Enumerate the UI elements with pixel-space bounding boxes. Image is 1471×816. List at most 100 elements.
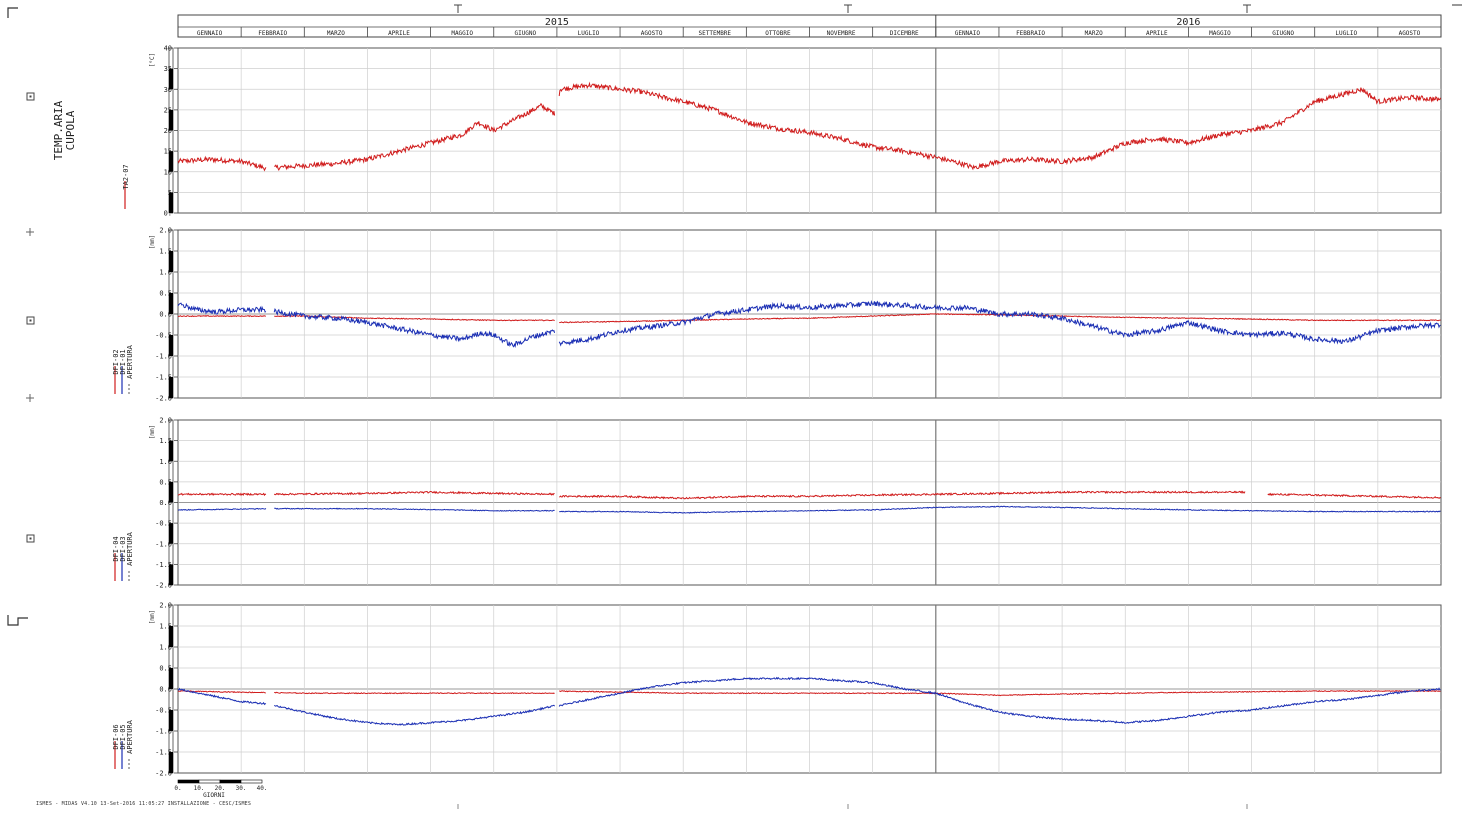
legend-label-apertura: APERTURA bbox=[126, 719, 134, 754]
month-label-maggio: MAGGIO bbox=[1209, 30, 1231, 37]
legend-label-dfi-02: DFI-02 bbox=[112, 349, 120, 374]
series-dfi-04 bbox=[177, 490, 1441, 500]
year-label-2016: 2016 bbox=[1176, 17, 1200, 28]
y-tick-label: 0.0 bbox=[159, 499, 172, 507]
series-dfi-01 bbox=[177, 300, 1441, 348]
month-label-marzo: MARZO bbox=[327, 30, 345, 37]
month-label-giugno: GIUGNO bbox=[1272, 30, 1294, 37]
legend-label-dfi-05: DFI-05 bbox=[119, 724, 127, 749]
crop-mark-left bbox=[7, 615, 28, 626]
registration-mark bbox=[26, 228, 34, 236]
y-scale-bar-segment bbox=[169, 251, 173, 272]
y-scale-bar bbox=[168, 604, 174, 774]
panel-1: 0.510152025303540[°C]TA2-07TEMP.ARIACUPO… bbox=[52, 45, 1442, 218]
scale-bar-segment bbox=[219, 779, 242, 784]
month-label-aprile: APRILE bbox=[388, 30, 410, 37]
y-tick-label: 20 bbox=[164, 127, 172, 135]
month-label-agosto: AGOSTO bbox=[641, 30, 663, 37]
series-dfi-03 bbox=[177, 505, 1441, 514]
y-tick-label: 1.5 bbox=[159, 623, 172, 631]
scale-tick-label: 30. bbox=[236, 785, 247, 792]
y-tick-label: 0.5 bbox=[159, 290, 172, 298]
y-tick-label: -1.0 bbox=[155, 540, 172, 548]
y-tick-label: 0.5 bbox=[159, 665, 172, 673]
y-tick-label: -2.0 bbox=[155, 395, 172, 403]
scale-bar-segment bbox=[198, 779, 221, 784]
y-tick-label: 2.0 bbox=[159, 227, 172, 235]
scale-tick-label: 20. bbox=[215, 785, 226, 792]
page-tick-mark bbox=[844, 4, 852, 13]
month-label-dicembre: DICEMBRE bbox=[890, 30, 919, 37]
scale-tick-label: 40. bbox=[257, 785, 268, 792]
legend-label-apertura: APERTURA bbox=[126, 531, 134, 566]
y-scale-bar-segment bbox=[169, 293, 173, 314]
series-dfi-06 bbox=[177, 690, 1441, 697]
scale-bar-label: GIORNI bbox=[203, 792, 225, 799]
month-label-maggio: MAGGIO bbox=[451, 30, 473, 37]
unit-label: [mm] bbox=[149, 425, 156, 439]
y-tick-label: 40 bbox=[164, 45, 172, 53]
footer-text: ISMES - MIDAS V4.10 13-Set-2016 11:05:27… bbox=[36, 801, 252, 807]
y-tick-label: 1.0 bbox=[159, 269, 172, 277]
y-tick-label: 2.0 bbox=[159, 602, 172, 610]
panel-4: -2.0 -1.5 -1.0 -0.5 0.0 0.5 1.0 1.5 2.0[mm] DFI-0… bbox=[112, 602, 1442, 778]
y-tick-label: 1.0 bbox=[159, 458, 172, 466]
month-label-marzo: MARZO bbox=[1085, 30, 1103, 37]
month-label-novembre: NOVEMBRE bbox=[827, 30, 856, 37]
legend: TA2-07 bbox=[122, 164, 130, 209]
y-scale-bar-segment bbox=[169, 109, 173, 131]
y-scale-bar-segment bbox=[169, 192, 173, 213]
y-tick-label: -2.0 bbox=[155, 770, 172, 778]
y-tick-label: -1.0 bbox=[155, 728, 172, 736]
y-tick-label: 0.0 bbox=[159, 686, 172, 694]
y-scale-bar bbox=[168, 419, 174, 586]
unit-label: [mm] bbox=[149, 610, 156, 624]
month-label-settembre: SETTEMBRE bbox=[699, 30, 732, 37]
y-tick-label: -0.5 bbox=[155, 520, 172, 528]
panel-marker-box bbox=[26, 92, 35, 101]
y-tick-label: 0.0 bbox=[159, 311, 172, 319]
scale-bar-segment bbox=[240, 779, 263, 784]
page-tick-mark bbox=[454, 4, 462, 13]
y-tick-label: 0.5 bbox=[159, 478, 172, 486]
y-tick-label: 25 bbox=[164, 106, 172, 114]
scale-bar-segment bbox=[177, 779, 200, 784]
panel-title-line: TEMP.ARIA bbox=[52, 100, 65, 160]
panel-marker-box bbox=[26, 534, 35, 543]
month-label-luglio: LUGLIO bbox=[1335, 30, 1357, 37]
y-tick-label: 1.5 bbox=[159, 248, 172, 256]
scale-tick-label: 10. bbox=[194, 785, 205, 792]
y-scale-bar-segment bbox=[169, 710, 173, 731]
month-label-giugno: GIUGNO bbox=[514, 30, 536, 37]
y-scale-bar-segment bbox=[169, 68, 173, 90]
legend-label-dfi-01: DFI-01 bbox=[119, 349, 127, 374]
y-tick-label: -1.5 bbox=[155, 561, 172, 569]
y-scale-bar-segment bbox=[169, 626, 173, 647]
series-dfi-05 bbox=[177, 676, 1441, 726]
y-scale-bar-segment bbox=[169, 481, 173, 503]
legend-label-dfi-04: DFI-04 bbox=[112, 536, 120, 561]
legend-label-ta2-07: TA2-07 bbox=[122, 164, 130, 189]
y-tick-label: -1.5 bbox=[155, 374, 172, 382]
month-label-luglio: LUGLIO bbox=[578, 30, 600, 37]
scale-tick-label: 0. bbox=[174, 785, 181, 792]
y-scale-bar-segment bbox=[169, 752, 173, 773]
y-scale-bar-segment bbox=[169, 668, 173, 689]
year-label-2015: 2015 bbox=[545, 17, 569, 28]
month-label-gennaio: GENNAIO bbox=[197, 30, 223, 37]
panel-marker-dot bbox=[29, 95, 32, 98]
y-tick-label: 15 bbox=[164, 148, 172, 156]
y-tick-label: 35 bbox=[164, 65, 172, 73]
panel-title-line: CUPOLA bbox=[64, 110, 77, 150]
panel-2: -2.0 -1.5 -1.0 -0.5 0.0 0.5 1.0 1.5 2.0[mm] DFI-0… bbox=[112, 227, 1442, 403]
crop-mark-top-left bbox=[7, 7, 18, 18]
y-scale-bar-segment bbox=[169, 151, 173, 172]
y-scale-bar-segment bbox=[169, 564, 173, 585]
month-label-febbraio: FEBBRAIO bbox=[1016, 30, 1045, 37]
legend-label-dfi-03: DFI-03 bbox=[119, 536, 127, 561]
panel-marker-dot bbox=[29, 537, 32, 540]
y-tick-label: -0.5 bbox=[155, 332, 172, 340]
days-scale-bar: 0. 10. 20. 30. 40. GIORNI bbox=[174, 779, 268, 799]
legend: DFI-04 DFI-03 APERTURA bbox=[112, 531, 134, 581]
